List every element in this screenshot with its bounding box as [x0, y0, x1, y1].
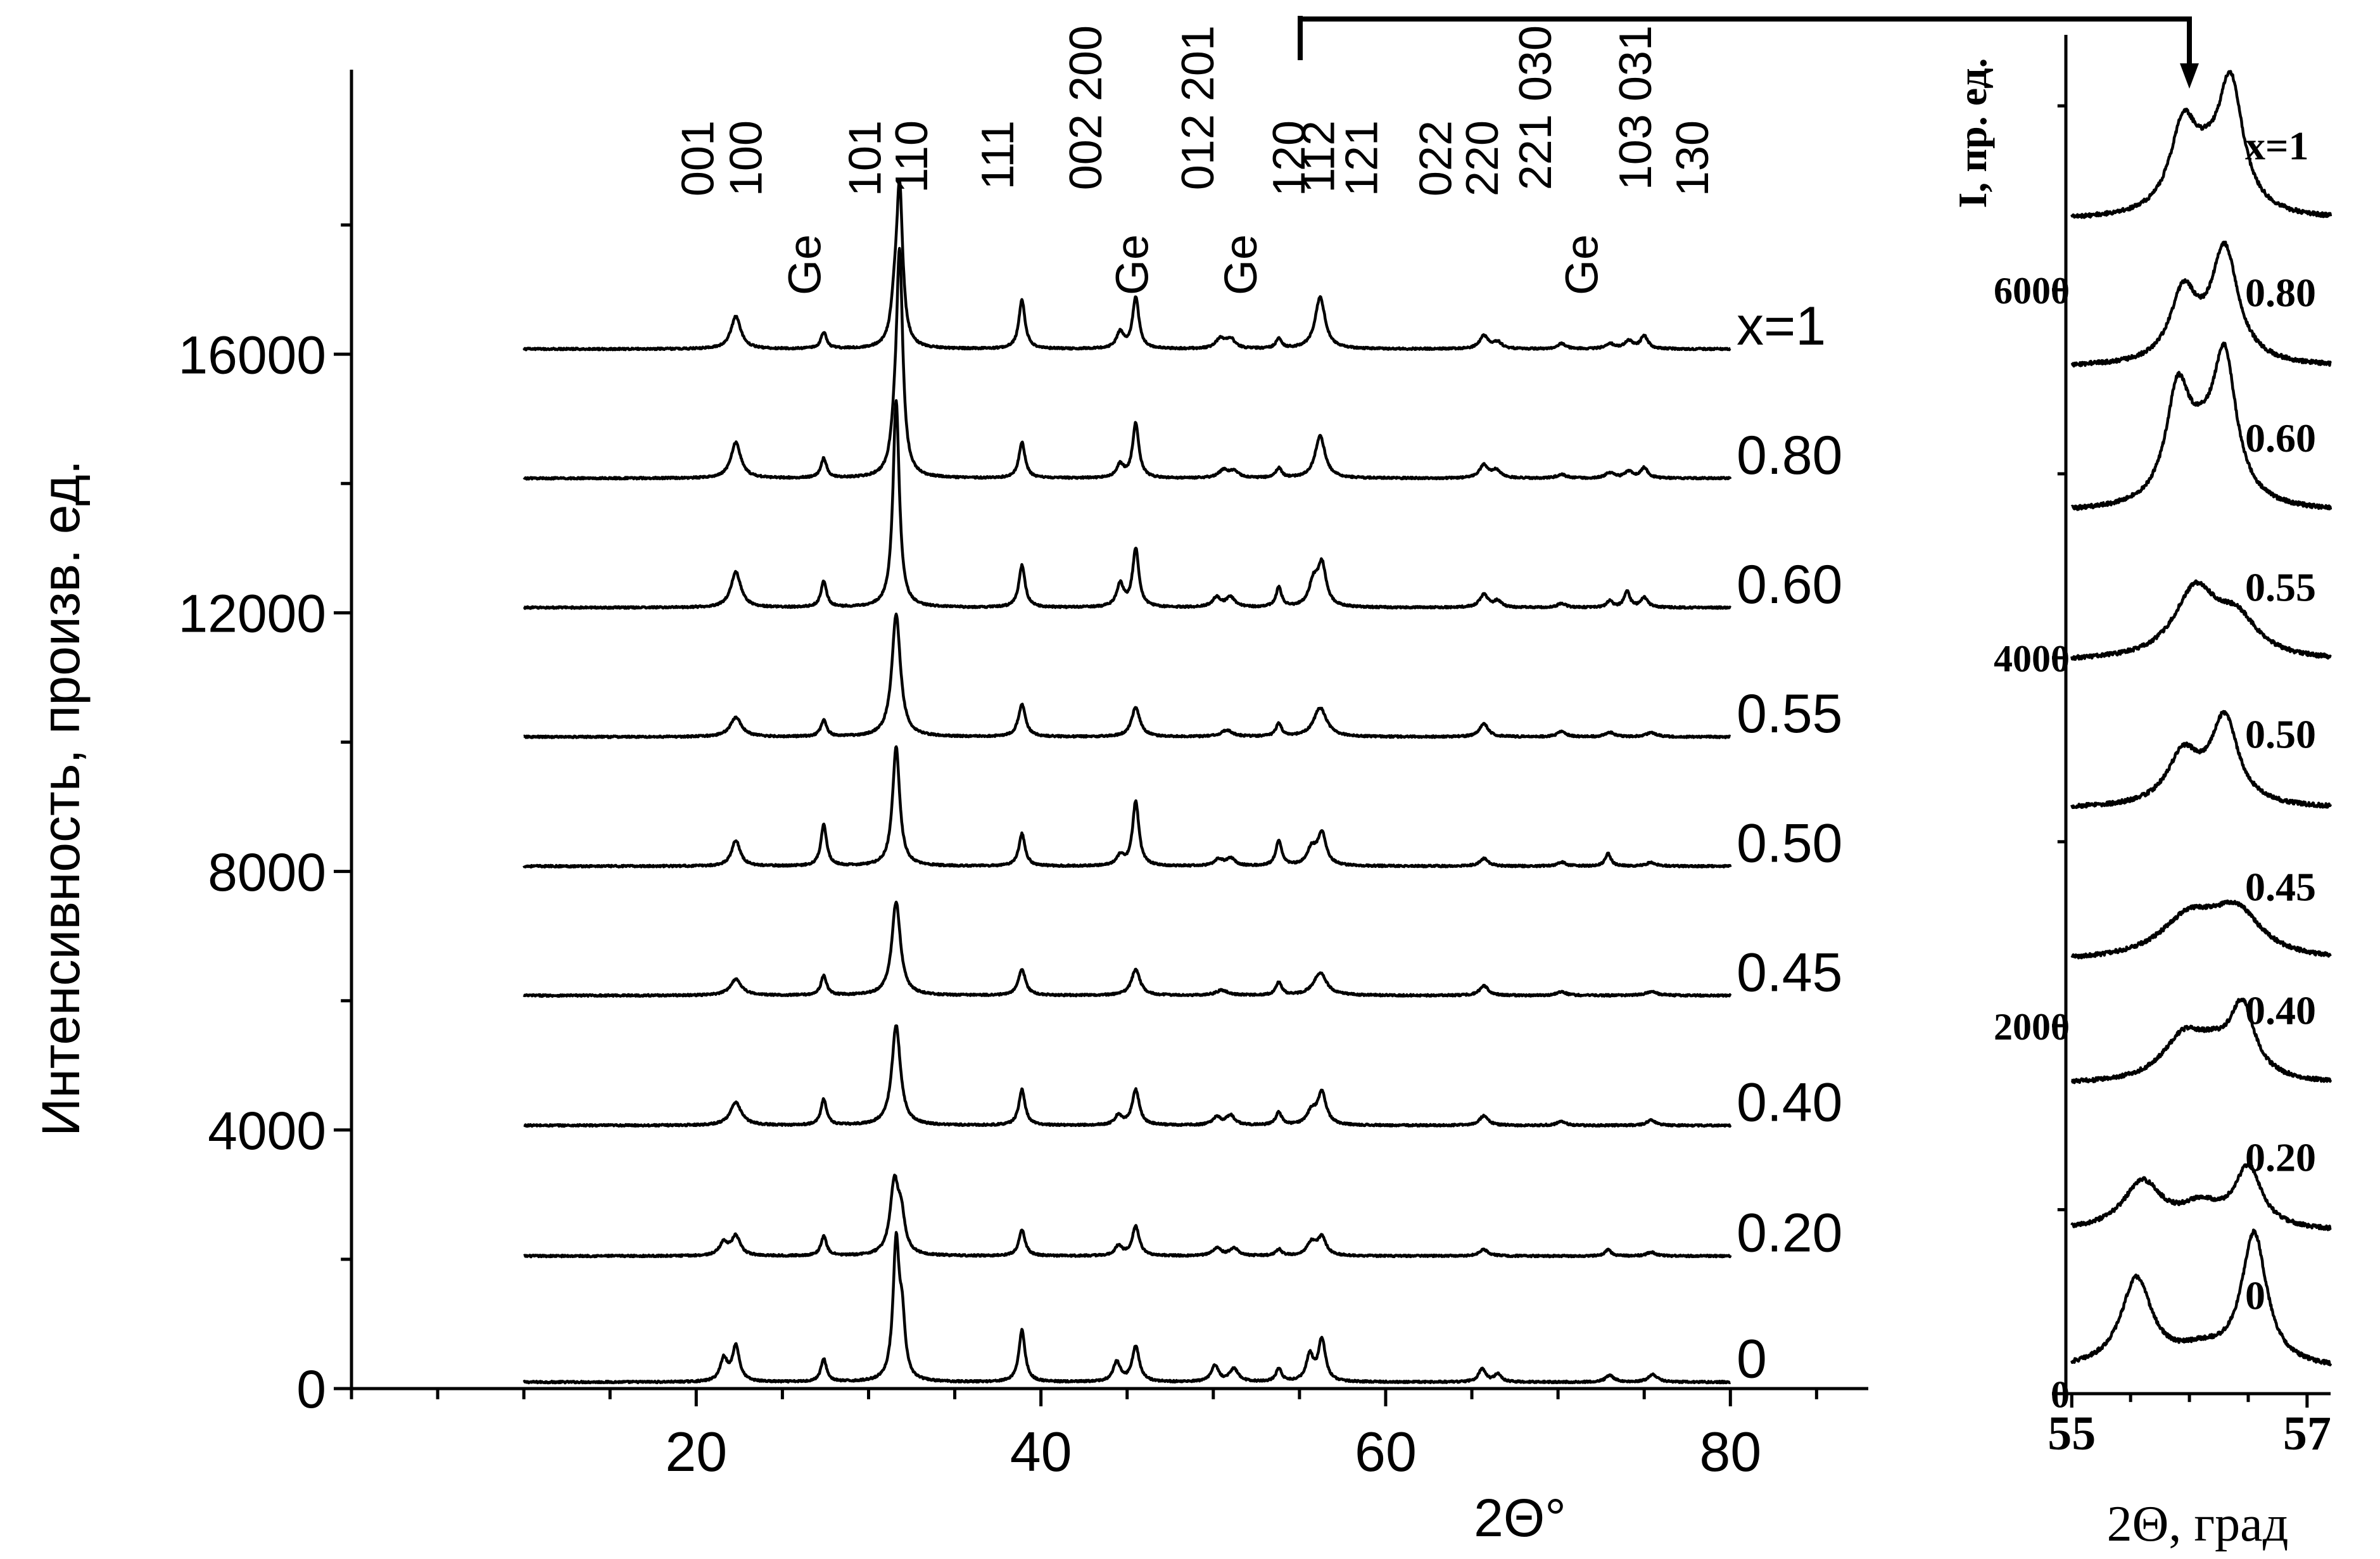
- arrowhead: [2180, 63, 2199, 89]
- inset-series-label-0-20: 0.20: [2245, 1135, 2316, 1180]
- inset-x-tick-label-57: 57: [2283, 1407, 2331, 1460]
- main-x-tick-label-40: 40: [1010, 1420, 1072, 1483]
- inset-axes: [2064, 35, 2331, 1396]
- peak-label-002-200-6: 002 200: [1061, 25, 1111, 190]
- main-trace-0: [522, 1231, 1731, 1385]
- main-x-tick-label-60: 60: [1355, 1420, 1417, 1483]
- inset-trace-0-20: [2070, 1161, 2332, 1231]
- peak-label-022-13: 022: [1410, 120, 1461, 196]
- inset-y-tick-label-4000: 4000: [1994, 638, 2070, 680]
- peak-label-220-14: 220: [1457, 120, 1508, 196]
- main-y-tick-label-12000: 12000: [178, 584, 326, 644]
- inset-trace-0-60: [2070, 341, 2333, 511]
- inset-trace-x-1: [2070, 70, 2333, 219]
- peak-label-103-031-17: 103 031: [1611, 25, 1661, 190]
- inset-y-tick-label-2000: 2000: [1994, 1006, 2070, 1048]
- main-x-tick-label-80: 80: [1699, 1420, 1761, 1483]
- inset-series-label-0-80: 0.80: [2245, 270, 2316, 315]
- main-trace-0-80: [522, 246, 1732, 481]
- inset-series-label-0: 0: [2245, 1273, 2265, 1318]
- peak-label-221-030-15: 221 030: [1510, 25, 1561, 190]
- peak-label-110-4: 110: [887, 120, 937, 193]
- main-chart: 0 4000 8000 12000 16000 20 40 60 80 0 0.20 0.40 0.4…: [31, 25, 1868, 1548]
- inset-series-label-0-55: 0.55: [2245, 564, 2316, 609]
- inset-y-tick-label-0: 0: [2051, 1374, 2070, 1416]
- inset-trace-0: [2070, 1228, 2333, 1366]
- main-series-label-0: 0: [1737, 1329, 1767, 1390]
- main-trace-0-20: [522, 1173, 1732, 1259]
- peak-label-101-3: 101: [840, 120, 891, 196]
- main-y-tick-label-16000: 16000: [178, 325, 326, 385]
- main-trace-0-60: [522, 399, 1732, 610]
- inset-series-label-0-50: 0.50: [2245, 712, 2316, 757]
- main-series-label-x-1: x=1: [1737, 296, 1826, 357]
- main-x-tick-label-20: 20: [665, 1420, 727, 1483]
- main-ticks: 0 4000 8000 12000 16000 20 40 60 80: [178, 223, 1818, 1483]
- peak-label-120-10: 120: [1264, 120, 1315, 196]
- zoom-bracket-arrow: [1298, 16, 2192, 75]
- main-series-label-0-45: 0.45: [1737, 942, 1842, 1003]
- peak-label-111-5: 111: [973, 120, 1023, 189]
- peak-label-ge-2: Ge: [780, 234, 830, 295]
- main-series-labels: 0 0.20 0.40 0.45 0.50 0.55 0.60 0.80 x=1: [1737, 296, 1842, 1390]
- main-series-label-0-80: 0.80: [1737, 425, 1842, 486]
- main-axes: [350, 70, 1868, 1390]
- main-trace-0-40: [522, 1024, 1732, 1128]
- main-x-axis-label: 2Θ°: [1474, 1488, 1566, 1548]
- main-series-label-0-20: 0.20: [1737, 1203, 1842, 1264]
- inset-ticks: 0 2000 4000 6000 55 57: [1994, 104, 2331, 1460]
- peak-label-100-1: 100: [721, 120, 772, 196]
- peak-label-121-12: 121: [1336, 120, 1387, 196]
- inset-series-label-x-1: x=1: [2245, 123, 2308, 168]
- inset-x-tick-label-55: 55: [2048, 1407, 2096, 1460]
- inset-series-label-0-60: 0.60: [2245, 416, 2316, 461]
- inset-series-labels: 0 0.20 0.40 0.45 0.50 0.55 0.60 0.80 x=1: [2245, 123, 2316, 1318]
- main-y-tick-label-4000: 4000: [208, 1101, 326, 1161]
- inset-trace-0-55: [2070, 579, 2332, 661]
- main-y-axis-label: Интенсивность, произв. ед.: [31, 460, 91, 1136]
- inset-traces: [2070, 70, 2333, 1366]
- main-series-label-0-40: 0.40: [1737, 1072, 1842, 1133]
- main-trace-x-1: [522, 178, 1731, 352]
- inset-y-axis-label: I, пр. ед.: [1950, 58, 1995, 208]
- main-y-tick-label-8000: 8000: [208, 843, 326, 902]
- main-trace-0-50: [522, 745, 1732, 869]
- inset-series-label-0-40: 0.40: [2245, 988, 2316, 1033]
- peak-label-ge-7: Ge: [1107, 234, 1158, 295]
- inset-series-label-0-45: 0.45: [2245, 865, 2316, 910]
- main-trace-0-55: [522, 613, 1731, 739]
- main-trace-0-45: [522, 900, 1732, 998]
- inset-trace-0-45: [2070, 899, 2332, 960]
- peak-label-ge-9: Ge: [1216, 234, 1267, 295]
- peak-label-130-18: 130: [1668, 120, 1718, 196]
- inset-trace-0-80: [2070, 240, 2332, 368]
- inset-x-axis-label: 2Θ, град: [2107, 1496, 2289, 1552]
- main-series-label-0-55: 0.55: [1737, 684, 1842, 744]
- inset-trace-0-50: [2070, 710, 2333, 810]
- peak-label-001-0: 001: [673, 120, 724, 196]
- peak-label-112-11: 112: [1293, 120, 1344, 193]
- main-series-label-0-50: 0.50: [1737, 813, 1842, 874]
- main-traces: [522, 178, 1732, 1385]
- main-series-label-0-60: 0.60: [1737, 554, 1842, 615]
- peak-label-012-201-8: 012 201: [1173, 25, 1224, 190]
- peak-label-ge-16: Ge: [1557, 234, 1608, 295]
- inset-trace-0-40: [2070, 997, 2333, 1085]
- inset-y-tick-label-6000: 6000: [1994, 270, 2070, 312]
- main-y-tick-label-0: 0: [296, 1359, 326, 1419]
